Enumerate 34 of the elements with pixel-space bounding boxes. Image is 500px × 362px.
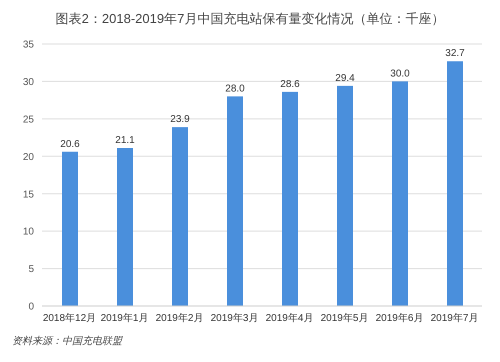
x-tick-label: 2018年12月 [42,312,96,324]
x-tick-label: 2019年2月 [156,312,204,324]
y-tick-label: 20 [22,152,34,163]
data-label: 30.0 [390,68,410,80]
y-tick-label: 5 [28,264,34,276]
x-tick-label: 2019年4月 [266,312,314,324]
data-label: 23.9 [170,114,190,126]
y-tick-label: 25 [22,114,34,126]
data-label: 20.6 [60,138,80,150]
y-tick-label: 30 [22,76,34,88]
bar [447,61,463,306]
bar [117,148,133,306]
bar [227,96,243,306]
data-label: 21.1 [115,135,136,146]
data-label: 32.7 [445,48,466,60]
chart-title: 图表2：2018-2019年7月中国充电站保有量变化情况（单位：千座） [54,10,446,28]
x-tick-label: 2019年1月 [100,312,148,324]
x-tick-label: 2019年3月 [210,312,258,324]
y-tick-label: 10 [22,226,34,238]
x-tick-label: 2019年6月 [376,312,424,324]
data-label: 28.6 [280,78,300,90]
data-label: 28.0 [225,83,246,94]
y-tick-label: 0 [28,302,34,313]
text: 资料来源：中国充电联盟 [11,334,124,348]
y-tick-label: 15 [22,189,34,200]
x-tick-label: 2019年5月 [320,312,368,324]
y-tick-label: 35 [22,40,34,51]
bar [62,152,78,306]
x-tick-label: 2019年7月 [430,312,478,324]
bar [392,81,408,306]
bar [172,127,188,306]
bar [337,86,353,306]
data-label: 29.4 [335,72,356,84]
bar [282,92,298,306]
